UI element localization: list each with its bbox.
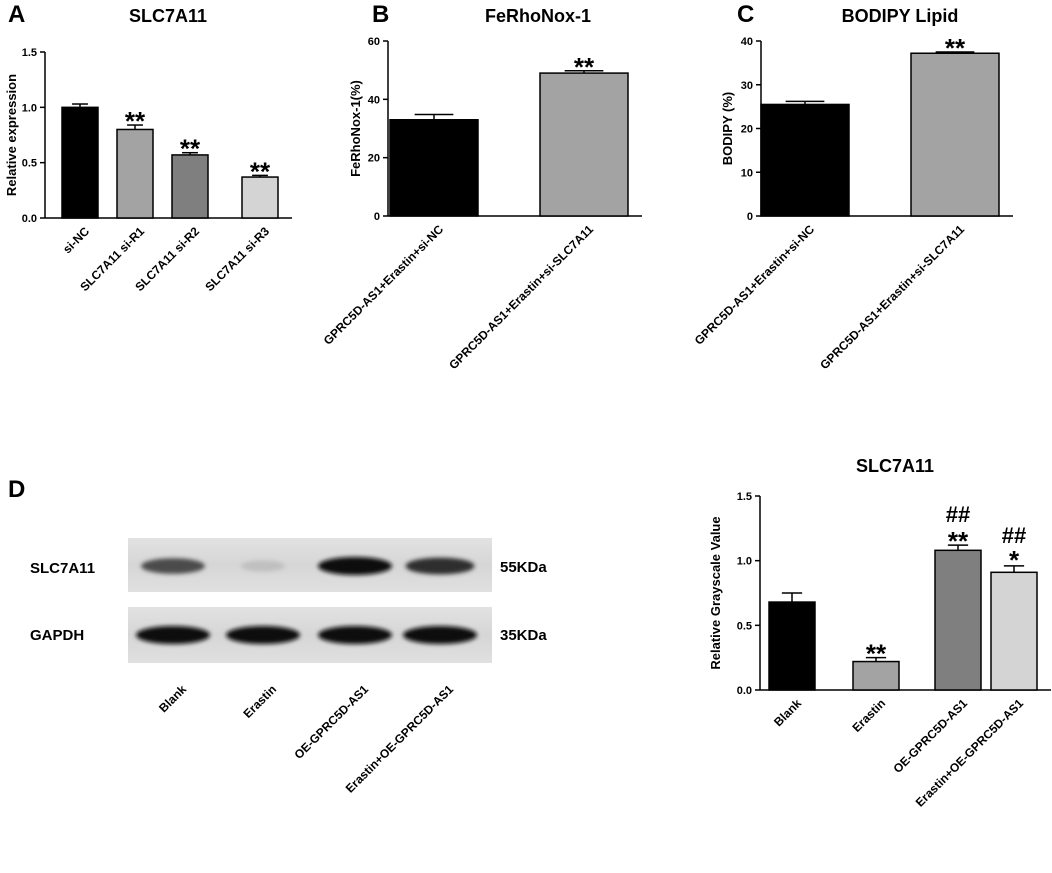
chart-d-hash-significance: ## xyxy=(1002,523,1026,548)
blot-band-gapdh xyxy=(403,626,477,644)
chart-d-ytick-label: 1.5 xyxy=(737,491,752,503)
chart-c-category-label: GPRC5D-AS1+Erastin+si-SLC7A11 xyxy=(817,222,967,372)
chart-d-grayscale: SLC7A11 0.0 0.5 1.0 1.5 Relative Grayscale Va… xyxy=(708,456,1051,810)
blot-band-gapdh xyxy=(226,626,300,644)
chart-c-bar xyxy=(910,52,1000,217)
chart-d-category-label: Blank xyxy=(771,696,804,729)
chart-c-bodipy: BODIPY Lipid 0 10 20 30 40 BODIPY (%) GPRC5D-AS… xyxy=(692,6,1013,372)
chart-d-ytick-label: 0.5 xyxy=(737,620,752,632)
chart-d-bar xyxy=(990,571,1038,691)
chart-b-category-label: GPRC5D-AS1+Erastin+si-NC xyxy=(321,222,447,348)
chart-d-category-label: Erastin+OE-GPRC5D-AS1 xyxy=(913,696,1027,810)
blot-label-slc7a11: SLC7A11 xyxy=(30,560,95,577)
chart-b-ytick-label: 0 xyxy=(374,211,380,223)
chart-b-ferhonox: FeRhoNox-1 0 20 40 60 FeRhoNox-1(%) GPRC5D-AS1… xyxy=(321,6,642,372)
chart-c-bar xyxy=(760,103,850,217)
chart-d-significance: ** xyxy=(948,526,969,556)
chart-a-significance: ** xyxy=(125,106,146,136)
chart-c-ytick-label: 20 xyxy=(741,124,753,136)
blot-band-slc7a11 xyxy=(318,557,392,575)
chart-a-ytick-label: 1.5 xyxy=(22,47,37,59)
chart-b-bar xyxy=(389,119,479,217)
chart-a-ytick-label: 1.0 xyxy=(22,102,37,114)
chart-a-ylabel: Relative expression xyxy=(4,74,19,196)
chart-d-significance: * xyxy=(1009,545,1020,575)
chart-c-ytick-label: 30 xyxy=(741,80,753,92)
blot-band-gapdh xyxy=(136,626,210,644)
chart-b-ytick-label: 20 xyxy=(368,153,380,165)
chart-a-significance: ** xyxy=(180,134,201,164)
chart-b-title: FeRhoNox-1 xyxy=(485,6,591,26)
chart-d-title: SLC7A11 xyxy=(856,456,934,476)
chart-a-slc7a11-expression: SLC7A11 0.0 0.5 1.0 1.5 Relative expression si… xyxy=(4,6,292,294)
chart-d-category-label: Erastin xyxy=(849,696,888,735)
chart-a-title: SLC7A11 xyxy=(129,6,207,26)
chart-c-significance: ** xyxy=(945,33,966,63)
chart-b-bar xyxy=(539,72,629,217)
blot-band-gapdh xyxy=(318,626,392,644)
chart-d-significance: ** xyxy=(866,639,887,669)
chart-a-ytick-label: 0.5 xyxy=(22,158,37,170)
panel-label-d: D xyxy=(8,476,25,503)
panel-label-a: A xyxy=(8,1,25,28)
blot-band-slc7a11 xyxy=(240,560,286,572)
chart-b-significance: ** xyxy=(574,52,595,82)
western-blot: SLC7A11 GAPDH 55KDa 35KDa Blank Erastin OE… xyxy=(30,538,547,796)
chart-c-ylabel: BODIPY (%) xyxy=(720,92,735,165)
blot-lane-label: Blank xyxy=(156,682,189,715)
chart-a-category-label: si-NC xyxy=(60,224,92,256)
blot-lane-label: OE-GPRC5D-AS1 xyxy=(291,682,371,762)
chart-d-ytick-label: 0.0 xyxy=(737,685,752,697)
blot-band-slc7a11 xyxy=(405,557,475,575)
chart-d-bar xyxy=(852,660,900,691)
blot-size-slc7a11: 55KDa xyxy=(500,559,547,576)
panel-label-b: B xyxy=(372,1,389,28)
chart-d-ytick-label: 1.0 xyxy=(737,556,752,568)
blot-lane-label: Erastin xyxy=(240,682,279,721)
chart-d-bar xyxy=(768,601,816,691)
chart-a-category-label: SLC7A11 si-R3 xyxy=(202,224,272,294)
chart-d-bar xyxy=(934,549,982,691)
blot-size-gapdh: 35KDa xyxy=(500,627,547,644)
chart-c-category-label: GPRC5D-AS1+Erastin+si-NC xyxy=(692,222,818,348)
panel-label-c: C xyxy=(737,1,754,28)
chart-c-ytick-label: 0 xyxy=(747,211,753,223)
chart-b-ylabel: FeRhoNox-1(%) xyxy=(348,80,363,177)
chart-b-ytick-label: 40 xyxy=(368,94,380,106)
chart-a-bar xyxy=(61,106,99,219)
blot-band-slc7a11 xyxy=(141,558,205,574)
chart-b-category-label: GPRC5D-AS1+Erastin+si-SLC7A11 xyxy=(446,222,596,372)
chart-a-ytick-label: 0.0 xyxy=(22,213,37,225)
chart-c-ytick-label: 40 xyxy=(741,36,753,48)
chart-a-bar xyxy=(116,128,154,219)
chart-d-ylabel: Relative Grayscale Value xyxy=(708,516,723,669)
chart-d-hash-significance: ## xyxy=(946,502,970,527)
chart-c-ytick-label: 10 xyxy=(741,167,753,179)
chart-b-ytick-label: 60 xyxy=(368,36,380,48)
chart-c-title: BODIPY Lipid xyxy=(842,6,959,26)
chart-a-significance: ** xyxy=(250,156,271,186)
blot-label-gapdh: GAPDH xyxy=(30,627,84,644)
chart-a-bar xyxy=(171,154,209,219)
